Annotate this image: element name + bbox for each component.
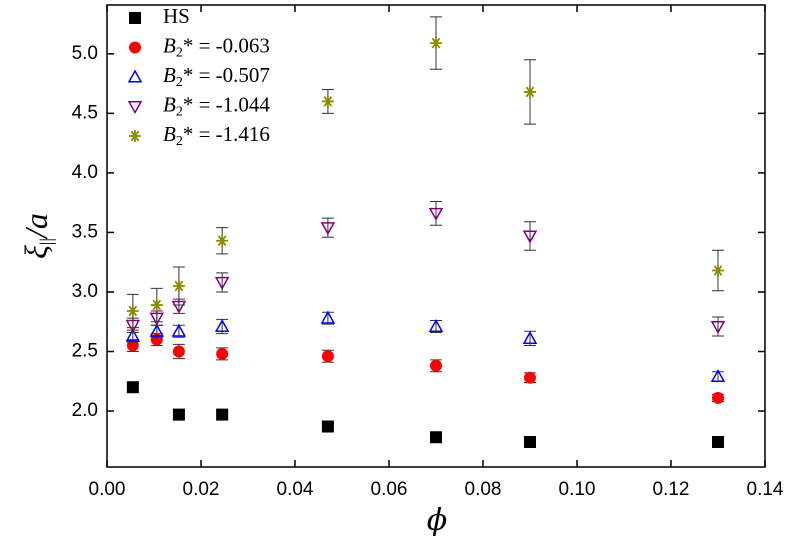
marker <box>428 318 444 333</box>
marker <box>216 408 229 421</box>
marker <box>710 368 726 383</box>
marker <box>430 37 442 50</box>
marker <box>126 305 139 318</box>
x-tick-label: 0.02 <box>183 479 220 500</box>
marker <box>430 359 442 372</box>
marker <box>522 330 538 344</box>
marker <box>710 320 726 335</box>
error-bar <box>524 221 536 251</box>
marker <box>127 100 143 115</box>
marker <box>216 347 229 360</box>
marker <box>430 431 442 444</box>
marker <box>172 345 185 358</box>
marker <box>321 350 334 363</box>
y-tick-label: 3.5 <box>72 221 98 242</box>
marker <box>524 371 536 384</box>
marker <box>320 310 336 324</box>
marker <box>172 408 185 421</box>
x-tick-label: 0.10 <box>559 479 596 500</box>
y-tick-label: 3.0 <box>72 281 98 302</box>
marker <box>712 435 724 448</box>
error-bar <box>712 371 724 382</box>
marker <box>214 276 230 290</box>
legend-label: B2* = -0.063 <box>163 33 270 60</box>
x-tick-label: 0.04 <box>277 479 314 500</box>
legend-label: B2* = -0.507 <box>163 63 270 90</box>
y-tick-label: 5.0 <box>72 43 98 64</box>
marker <box>524 435 536 448</box>
marker <box>150 299 163 312</box>
y-axis-label: ξ||/a <box>18 213 56 259</box>
marker <box>129 130 141 142</box>
y-tick-label: 2.0 <box>72 400 98 421</box>
x-tick-label: 0.00 <box>89 479 126 500</box>
marker <box>321 95 334 108</box>
marker <box>126 381 139 394</box>
plot-frame <box>106 4 766 468</box>
y-tick-label: 2.5 <box>72 341 98 362</box>
legend-label: HS <box>163 4 190 28</box>
marker <box>171 323 187 337</box>
y-tick-label: 4.5 <box>72 102 98 123</box>
x-tick-label: 0.12 <box>653 479 690 500</box>
marker <box>129 12 141 24</box>
marker <box>125 328 141 342</box>
legend-label: B2* = -1.416 <box>163 122 270 149</box>
marker <box>522 230 538 244</box>
marker <box>126 339 139 352</box>
legend-label: B2* = -1.044 <box>163 92 270 119</box>
x-axis-label: ϕ <box>427 503 447 538</box>
x-tick-label: 0.08 <box>465 479 502 500</box>
marker <box>321 420 334 433</box>
marker <box>428 207 444 221</box>
marker <box>216 234 229 247</box>
marker <box>172 280 185 293</box>
marker <box>214 318 230 333</box>
x-tick-label: 0.14 <box>747 479 784 500</box>
marker <box>320 222 336 236</box>
x-tick-label: 0.06 <box>371 479 408 500</box>
marker <box>129 41 141 54</box>
marker <box>149 323 165 337</box>
error-bar <box>430 200 442 226</box>
marker <box>127 69 143 83</box>
y-tick-label: 4.0 <box>72 162 98 183</box>
marker <box>524 85 536 98</box>
marker <box>712 391 724 404</box>
marker <box>712 264 724 277</box>
